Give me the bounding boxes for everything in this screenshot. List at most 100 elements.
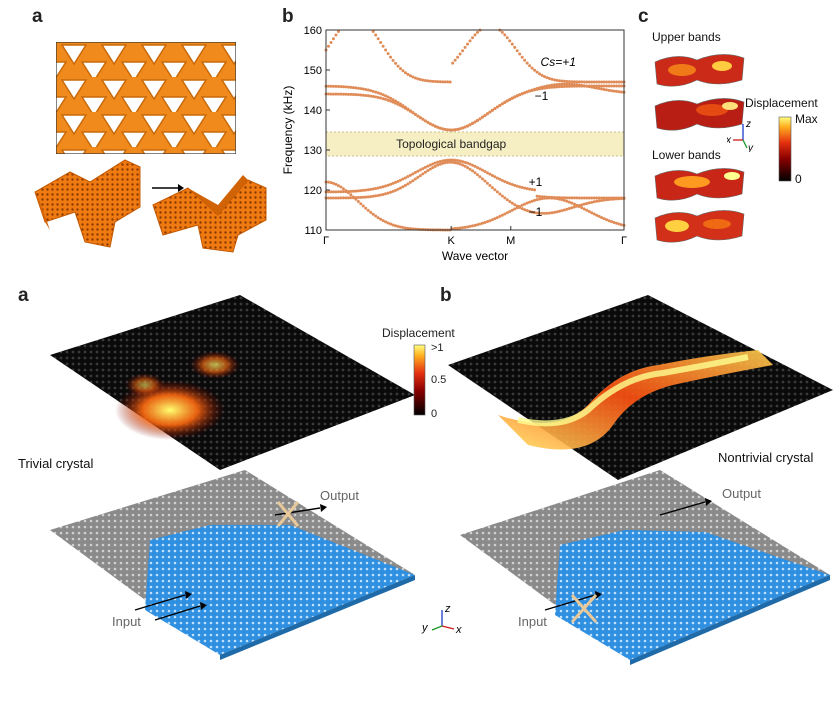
y-tick-label-4: 150 xyxy=(304,65,322,77)
band-lower-2 xyxy=(495,190,499,194)
band-upper-2 xyxy=(620,90,624,94)
band-lower-2 xyxy=(523,208,527,212)
band-upper-3 xyxy=(461,49,465,53)
band-lower-2 xyxy=(421,172,425,176)
band-upper-3 xyxy=(416,77,420,81)
panel-letter-c-top: c xyxy=(638,6,649,27)
band-structure-chart: Topological bandgap 110 120 130 140 150 160 Γ K M… xyxy=(281,25,627,263)
band-lower-1 xyxy=(443,158,447,162)
band-upper-2 xyxy=(411,111,415,115)
band-lower-1 xyxy=(446,158,450,162)
band-lower-1 xyxy=(577,196,581,200)
band-upper-3 xyxy=(503,33,507,37)
band-upper-1 xyxy=(341,85,345,89)
band-upper-1 xyxy=(557,85,561,89)
band-upper-2 xyxy=(515,94,519,98)
band-upper-3 xyxy=(528,64,532,68)
band-upper-2 xyxy=(471,121,475,125)
band-upper-3 xyxy=(371,29,375,33)
band-lower-2 xyxy=(431,166,435,170)
band-upper-1 xyxy=(329,84,333,88)
panel-letter-a-bottom: a xyxy=(18,285,29,306)
band-lower-3 xyxy=(607,219,611,223)
chart-frame xyxy=(325,29,625,231)
band-lower-1 xyxy=(371,187,375,191)
band-upper-2 xyxy=(503,100,507,104)
band-lower-1 xyxy=(389,182,393,186)
colorbar-bottom xyxy=(413,344,426,416)
band-lower-3 xyxy=(466,225,470,229)
band-lower-2 xyxy=(605,198,609,202)
band-upper-2 xyxy=(540,85,544,89)
band-lower-3 xyxy=(366,208,370,212)
band-upper-2 xyxy=(344,92,348,96)
band-lower-3 xyxy=(391,223,395,227)
band-lower-1 xyxy=(381,185,385,189)
band-lower-1 xyxy=(396,179,400,183)
band-upper-2 xyxy=(550,83,554,87)
band-lower-3 xyxy=(401,226,405,230)
band-lower-2 xyxy=(359,195,363,199)
band-upper-3 xyxy=(391,58,395,62)
band-lower-1 xyxy=(356,189,360,193)
band-lower-3 xyxy=(463,225,467,229)
band-upper-3 xyxy=(552,78,556,82)
band-lower-3 xyxy=(396,224,400,228)
band-upper-1 xyxy=(615,84,619,88)
band-lower-1 xyxy=(582,196,586,200)
band-upper-2 xyxy=(326,92,330,96)
band-lower-3 xyxy=(602,217,606,221)
band-upper-3 xyxy=(399,67,402,71)
band-upper-2 xyxy=(533,87,537,91)
band-upper-2 xyxy=(485,112,489,116)
band-upper-1 xyxy=(326,84,330,88)
band-upper-2 xyxy=(384,97,388,101)
band-upper-2 xyxy=(538,86,542,90)
band-upper-3 xyxy=(431,79,435,83)
band-upper-2 xyxy=(426,120,430,124)
band-upper-1 xyxy=(336,85,340,89)
cbar-min-label-c: 0 xyxy=(795,172,802,186)
band-lower-2 xyxy=(418,174,422,178)
band-lower-2 xyxy=(595,199,599,203)
band-upper-2 xyxy=(408,109,412,113)
band-lower-2 xyxy=(326,196,330,200)
band-upper-3 xyxy=(418,78,422,82)
band-upper-3 xyxy=(620,80,624,84)
band-upper-3 xyxy=(426,79,430,83)
band-upper-3 xyxy=(595,80,599,84)
band-upper-1 xyxy=(349,85,353,89)
band-lower-3 xyxy=(585,208,589,212)
band-upper-3 xyxy=(463,45,467,49)
band-lower-3 xyxy=(525,201,529,205)
cbar-tick-max: >1 xyxy=(431,342,444,354)
x-tick-label-2: M xyxy=(506,235,515,247)
band-upper-3 xyxy=(615,80,619,84)
band-lower-2 xyxy=(341,196,345,200)
band-upper-2 xyxy=(351,93,355,97)
band-upper-2 xyxy=(389,99,393,103)
band-lower-1 xyxy=(602,196,606,200)
band-lower-2 xyxy=(490,186,494,190)
band-lower-3 xyxy=(577,204,581,208)
band-lower-2 xyxy=(562,208,566,212)
band-lower-2 xyxy=(473,171,477,175)
band-upper-1 xyxy=(391,98,395,102)
band-upper-3 xyxy=(376,37,380,41)
band-upper-1 xyxy=(386,95,390,99)
band-lower-2 xyxy=(331,196,335,200)
band-lower-3 xyxy=(339,185,343,189)
band-lower-1 xyxy=(384,184,388,188)
band-lower-2 xyxy=(480,177,484,181)
band-upper-2 xyxy=(615,89,619,93)
band-upper-2 xyxy=(475,118,479,122)
panel-letter-a-top: a xyxy=(32,6,43,27)
band-upper-2 xyxy=(336,92,340,96)
band-lower-2 xyxy=(620,197,624,201)
band-upper-2 xyxy=(448,128,452,132)
band-upper-3 xyxy=(408,74,412,78)
band-lower-3 xyxy=(533,198,537,202)
band-lower-2 xyxy=(428,167,432,171)
band-lower-1 xyxy=(428,163,432,167)
band-lower-2 xyxy=(441,161,445,165)
